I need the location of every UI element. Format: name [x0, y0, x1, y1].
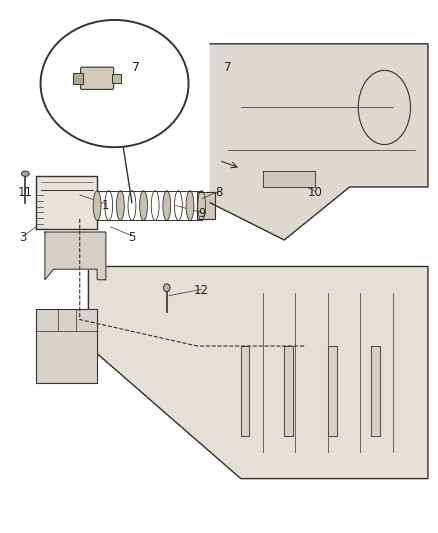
Polygon shape: [328, 346, 336, 436]
Text: 1: 1: [102, 199, 110, 212]
Text: 10: 10: [307, 186, 322, 199]
Ellipse shape: [163, 284, 170, 292]
Text: 7: 7: [224, 61, 231, 74]
Text: 5: 5: [128, 231, 136, 244]
Polygon shape: [262, 171, 315, 187]
Text: 11: 11: [18, 186, 33, 199]
Text: 3: 3: [19, 231, 27, 244]
Text: 8: 8: [215, 186, 223, 199]
Bar: [36, 309, 97, 383]
Ellipse shape: [186, 191, 194, 220]
Ellipse shape: [163, 191, 171, 220]
Polygon shape: [371, 346, 380, 436]
Bar: [73, 73, 83, 84]
Ellipse shape: [93, 191, 101, 220]
Polygon shape: [284, 346, 293, 436]
Ellipse shape: [117, 191, 124, 220]
FancyBboxPatch shape: [81, 67, 114, 90]
Polygon shape: [88, 266, 428, 479]
Bar: [113, 74, 121, 83]
Polygon shape: [210, 44, 428, 240]
Text: 9: 9: [198, 207, 205, 220]
Ellipse shape: [21, 171, 29, 176]
Polygon shape: [45, 232, 106, 280]
Polygon shape: [36, 176, 97, 229]
Text: 7: 7: [132, 61, 140, 74]
Text: 12: 12: [194, 284, 209, 297]
Polygon shape: [241, 346, 250, 436]
Ellipse shape: [140, 191, 148, 220]
Bar: [197, 192, 215, 219]
